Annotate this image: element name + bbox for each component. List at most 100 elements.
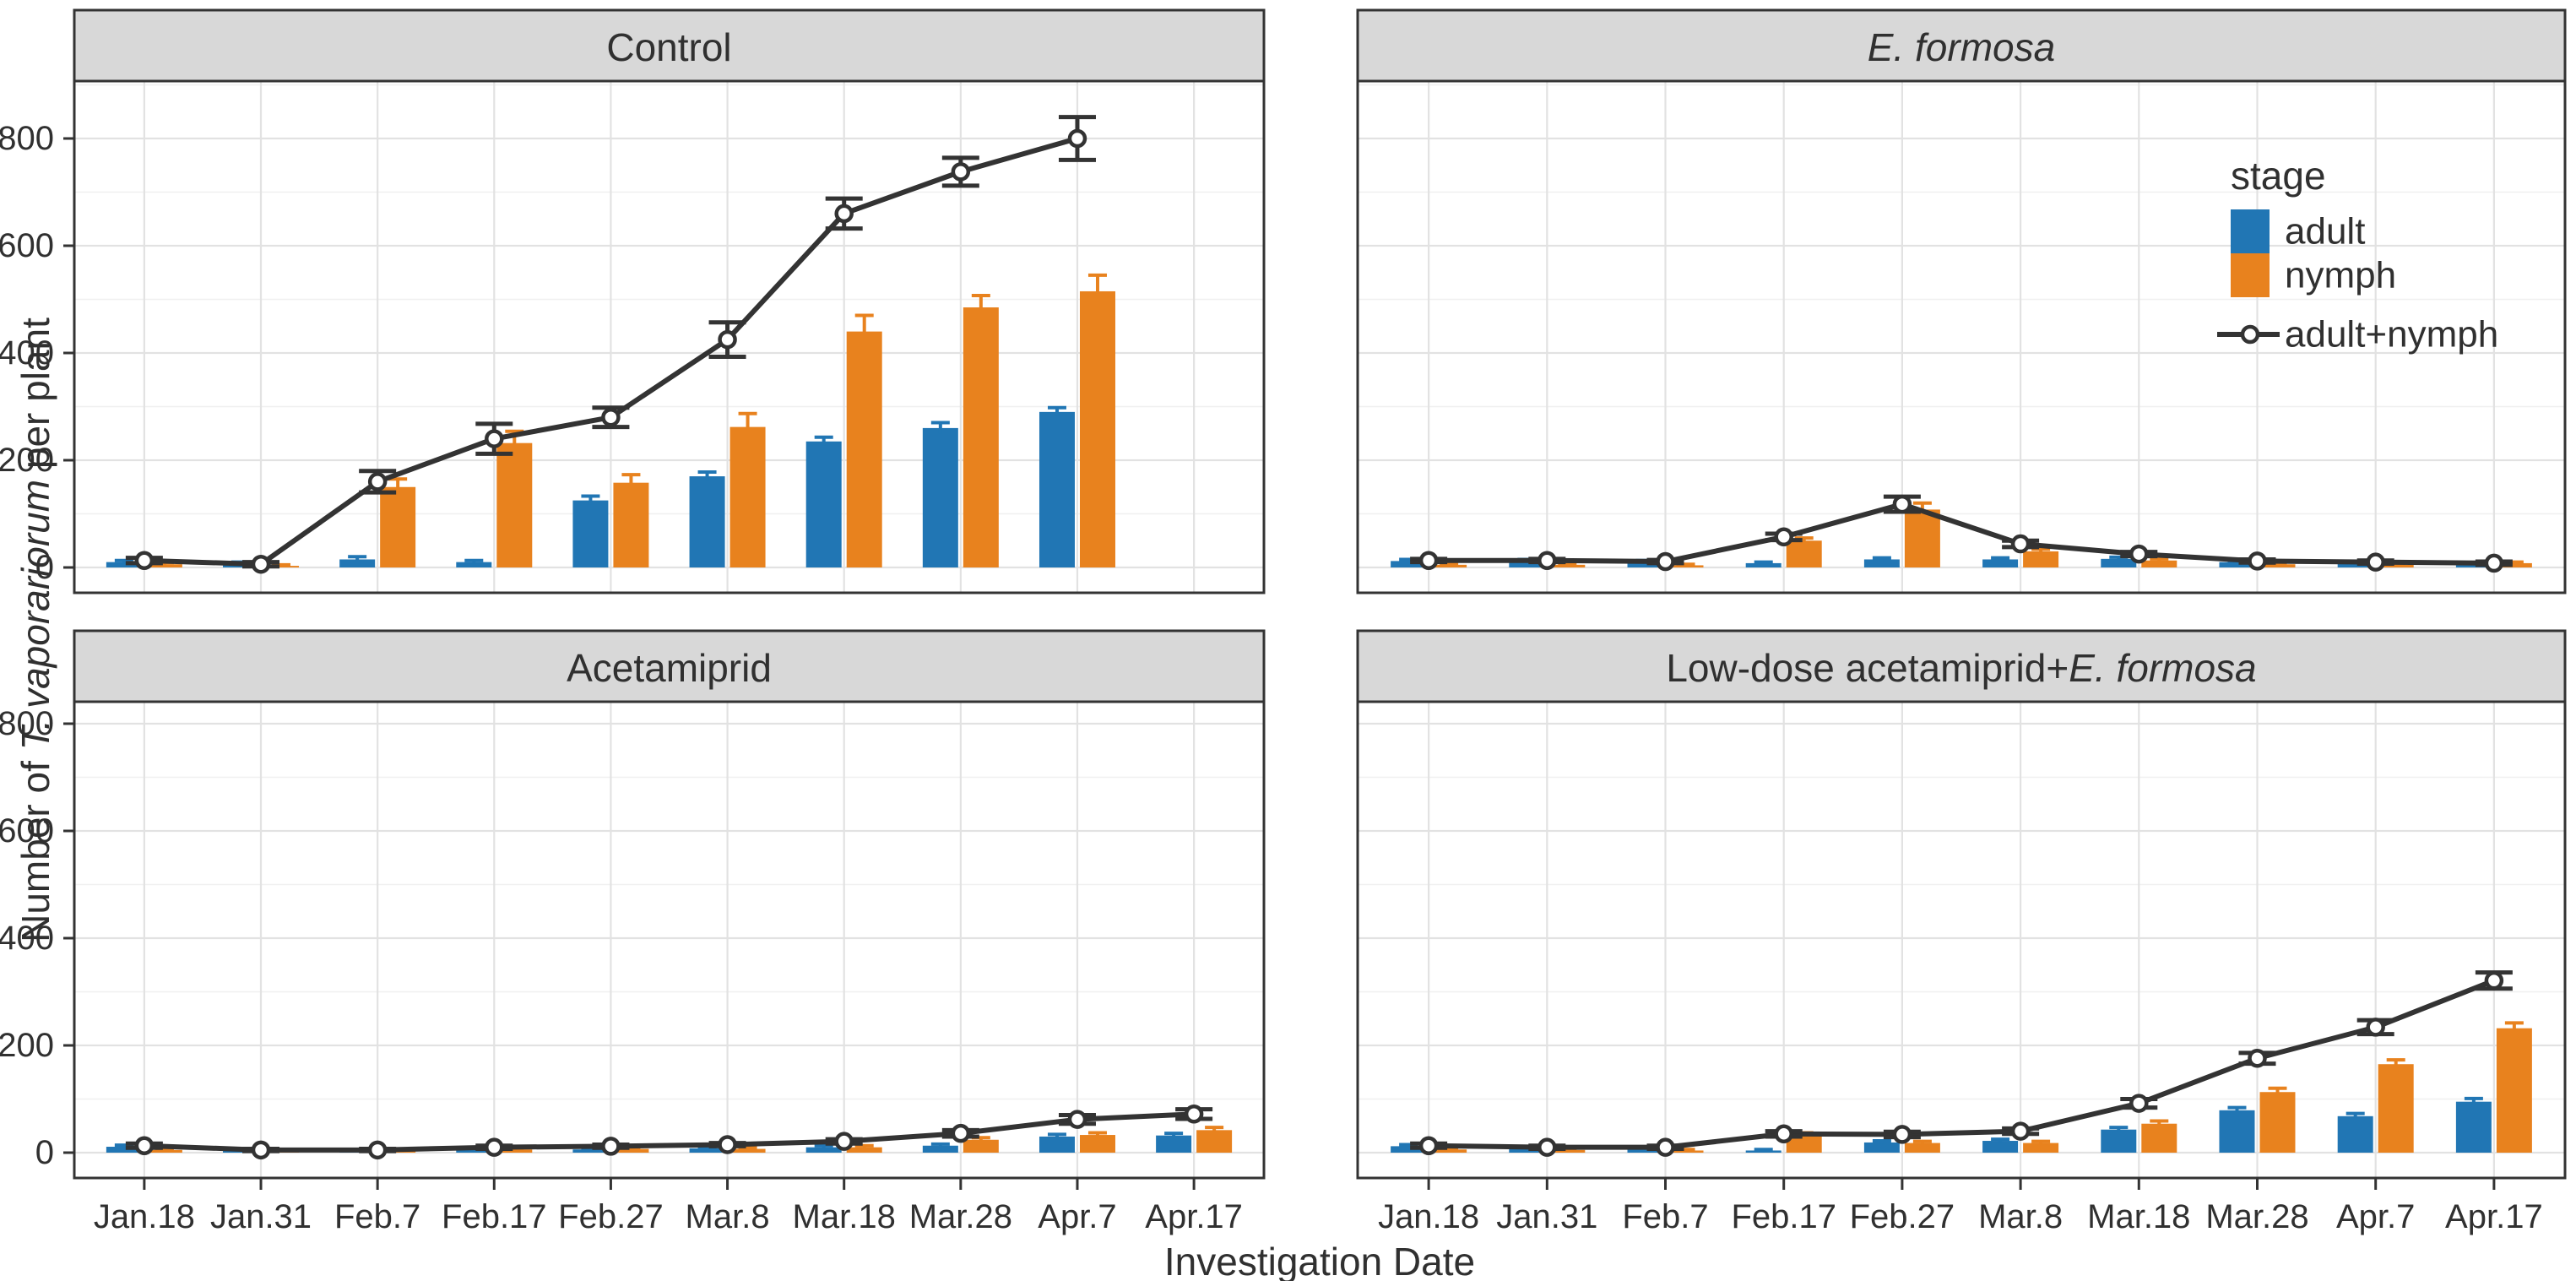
bar-nymph-Apr.7 bbox=[2378, 564, 2414, 567]
facet-strip-e-formosa bbox=[1356, 8, 2567, 83]
bar-adult-Jan.18 bbox=[106, 562, 142, 567]
bar-nymph-Feb.17 bbox=[496, 1149, 533, 1153]
panel-border-low-dose bbox=[1356, 700, 2567, 1180]
legend-label-adult: adult bbox=[2285, 211, 2365, 252]
bar-nymph-Feb.27 bbox=[1904, 509, 1940, 567]
bar-adult-Feb.27 bbox=[1863, 1142, 1900, 1153]
y-axis-title: Number of T. vaporariorum per plant bbox=[14, 318, 57, 942]
bar-nymph-Jan.18 bbox=[1431, 564, 1467, 567]
bar-adult-Mar.8 bbox=[1982, 559, 2019, 567]
point-adult-plus-nymph-Mar.8 bbox=[718, 329, 737, 350]
point-adult-plus-nymph-Feb.27 bbox=[601, 1137, 621, 1156]
bar-adult-Jan.31 bbox=[1509, 1148, 1545, 1153]
facet-title-control-segment: Control bbox=[606, 25, 731, 69]
legend-swatch-adult bbox=[2231, 209, 2270, 253]
bar-nymph-Feb.17 bbox=[1786, 540, 1822, 567]
bar-adult-Jan.31 bbox=[1509, 561, 1545, 567]
y-tick-label-600: 600 bbox=[0, 227, 54, 264]
x-tick-label-Apr.17: Apr.17 bbox=[1145, 1198, 1243, 1235]
bar-nymph-Mar.8 bbox=[2023, 551, 2059, 567]
x-tick-label-Mar.8: Mar.8 bbox=[1978, 1198, 2063, 1235]
facet-e-formosa: E. formosa bbox=[1356, 8, 2567, 594]
bar-nymph-Apr.7 bbox=[1079, 290, 1115, 567]
bar-nymph-Mar.8 bbox=[729, 426, 766, 567]
facet-title-low-dose-segment: Low-dose acetamiprid+ bbox=[1666, 646, 2069, 690]
point-adult-plus-nymph-Apr.7 bbox=[1067, 128, 1087, 149]
bar-adult-Feb.7 bbox=[1627, 1148, 1663, 1153]
bar-nymph-Feb.17 bbox=[496, 442, 533, 567]
bar-adult-Mar.28 bbox=[2219, 1110, 2255, 1153]
bar-nymph-Mar.18 bbox=[846, 331, 882, 567]
y-tick-label-0: 0 bbox=[35, 1134, 54, 1171]
facet-acetamiprid: Acetamiprid 0 200 400 600 800 Jan.18 Jan.31 Feb.… bbox=[0, 629, 1266, 1235]
point-adult-plus-nymph-Mar.28 bbox=[951, 162, 971, 182]
point-adult-plus-nymph-Jan.31 bbox=[251, 554, 271, 574]
point-adult-plus-nymph-Feb.27 bbox=[1892, 1125, 1912, 1144]
x-tick-label-Jan.31: Jan.31 bbox=[1496, 1198, 1597, 1235]
bar-adult-Mar.28 bbox=[922, 427, 958, 567]
bar-adult-Jan.18 bbox=[1391, 561, 1427, 567]
bar-nymph-Feb.27 bbox=[613, 1148, 649, 1153]
facet-title-e-formosa: E. formosa bbox=[1868, 25, 2055, 69]
facet-title-e-formosa-segment: E. formosa bbox=[1868, 25, 2055, 69]
legend-open-circle-icon bbox=[2240, 324, 2260, 345]
bar-adult-Apr.7 bbox=[2337, 1115, 2373, 1153]
facet-strip-acetamiprid bbox=[73, 629, 1266, 703]
bar-adult-Apr.17 bbox=[2455, 1101, 2492, 1153]
point-adult-plus-nymph-Mar.28 bbox=[2248, 551, 2267, 571]
bar-adult-Jan.18 bbox=[106, 1147, 142, 1153]
x-tick-label-Jan.18: Jan.18 bbox=[94, 1198, 195, 1235]
bar-adult-Mar.18 bbox=[805, 441, 842, 567]
bar-nymph-Apr.7 bbox=[2378, 1064, 2414, 1153]
bar-nymph-Feb.27 bbox=[613, 482, 649, 567]
bar-nymph-Mar.18 bbox=[846, 1147, 882, 1153]
y-tick-label-200: 200 bbox=[0, 1027, 54, 1064]
legend-title: stage bbox=[2231, 154, 2326, 198]
bar-nymph-Jan.31 bbox=[1549, 1149, 1586, 1153]
x-tick-label-Feb.27: Feb.27 bbox=[1850, 1198, 1955, 1235]
y-tick-label-800: 800 bbox=[0, 120, 54, 157]
point-adult-plus-nymph-Apr.17 bbox=[1184, 1105, 1204, 1124]
bar-adult-Feb.27 bbox=[572, 500, 609, 567]
point-adult-plus-nymph-Jan.18 bbox=[134, 1136, 155, 1155]
x-tick-label-Feb.7: Feb.7 bbox=[334, 1198, 420, 1235]
point-adult-plus-nymph-Mar.18 bbox=[834, 1132, 854, 1151]
x-tick-label-Mar.28: Mar.28 bbox=[2205, 1198, 2308, 1235]
bar-nymph-Apr.17 bbox=[1196, 1130, 1233, 1153]
x-tick-label-Feb.17: Feb.17 bbox=[442, 1198, 547, 1235]
bar-adult-Jan.18 bbox=[1391, 1146, 1427, 1153]
bar-adult-Mar.28 bbox=[2219, 562, 2255, 567]
point-adult-plus-nymph-Apr.7 bbox=[2366, 552, 2385, 572]
panel-border-acetamiprid bbox=[73, 700, 1266, 1180]
y-axis-title-segment: T. vaporariorum bbox=[14, 480, 57, 750]
facet-title-acetamiprid: Acetamiprid bbox=[567, 646, 772, 690]
bar-nymph-Jan.18 bbox=[146, 1149, 182, 1153]
bar-adult-Mar.8 bbox=[689, 1148, 725, 1153]
bar-nymph-Mar.8 bbox=[2023, 1143, 2059, 1153]
panel-border-control bbox=[73, 79, 1266, 594]
x-tick-label-Jan.18: Jan.18 bbox=[1378, 1198, 1479, 1235]
bar-adult-Feb.7 bbox=[339, 559, 376, 567]
x-tick-label-Feb.7: Feb.7 bbox=[1622, 1198, 1708, 1235]
facet-strip-control bbox=[73, 8, 1266, 83]
bar-nymph-Feb.27 bbox=[1904, 1143, 1940, 1153]
bar-adult-Feb.17 bbox=[456, 1149, 492, 1153]
facet-title-low-dose: Low-dose acetamiprid+E. formosa bbox=[1666, 646, 2256, 690]
bar-nymph-Mar.18 bbox=[2141, 560, 2177, 567]
line-adult-plus-nymph bbox=[1426, 978, 2497, 1150]
point-adult-plus-nymph-Feb.27 bbox=[1892, 494, 1912, 514]
bar-nymph-Mar.28 bbox=[2259, 564, 2296, 567]
bar-adult-Mar.18 bbox=[2101, 558, 2137, 567]
point-adult-plus-nymph-Feb.17 bbox=[485, 429, 504, 448]
bar-adult-Mar.8 bbox=[1982, 1141, 2019, 1153]
point-adult-plus-nymph-Apr.17 bbox=[2484, 553, 2504, 573]
point-adult-plus-nymph-Mar.8 bbox=[2010, 1121, 2031, 1141]
bar-adult-Apr.7 bbox=[1039, 411, 1075, 567]
x-tick-label-Apr.7: Apr.7 bbox=[2336, 1198, 2415, 1235]
bar-nymph-Mar.28 bbox=[2259, 1092, 2296, 1153]
point-adult-plus-nymph-Apr.17 bbox=[2484, 970, 2504, 991]
bar-nymph-Apr.7 bbox=[1079, 1135, 1115, 1153]
bar-nymph-Feb.7 bbox=[380, 486, 416, 567]
